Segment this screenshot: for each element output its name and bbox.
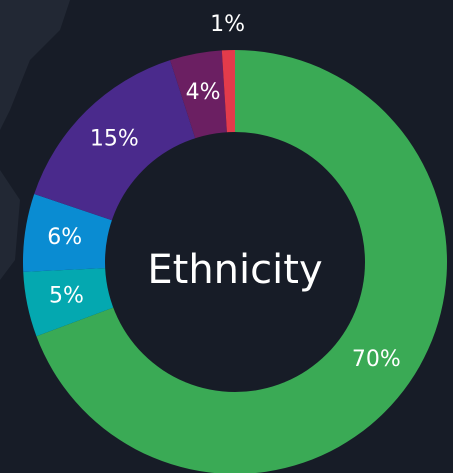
slice — [170, 50, 228, 141]
slice-label: 70% — [352, 347, 401, 372]
slice — [23, 193, 114, 272]
chart-title: Ethnicity — [147, 247, 322, 293]
slice — [23, 267, 116, 337]
map-texture — [0, 170, 20, 280]
slice — [221, 50, 235, 135]
slice-label: 4% — [186, 80, 221, 105]
slice-label: 6% — [47, 225, 82, 250]
slice — [36, 50, 447, 473]
slice-label: 15% — [90, 126, 139, 151]
slice — [34, 60, 196, 221]
map-texture — [0, 0, 70, 130]
slice-label: 5% — [49, 284, 84, 309]
slice-label: 1% — [210, 12, 245, 37]
donut-hole — [105, 132, 365, 392]
